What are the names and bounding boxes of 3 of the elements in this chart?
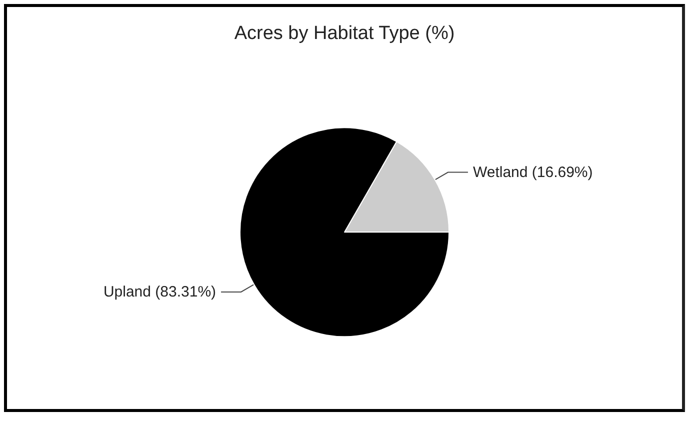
slice-label: Wetland (16.69%): [472, 164, 593, 181]
chart-title: Acres by Habitat Type (%): [234, 23, 455, 44]
slice-label: Upland (83.31%): [103, 283, 216, 300]
